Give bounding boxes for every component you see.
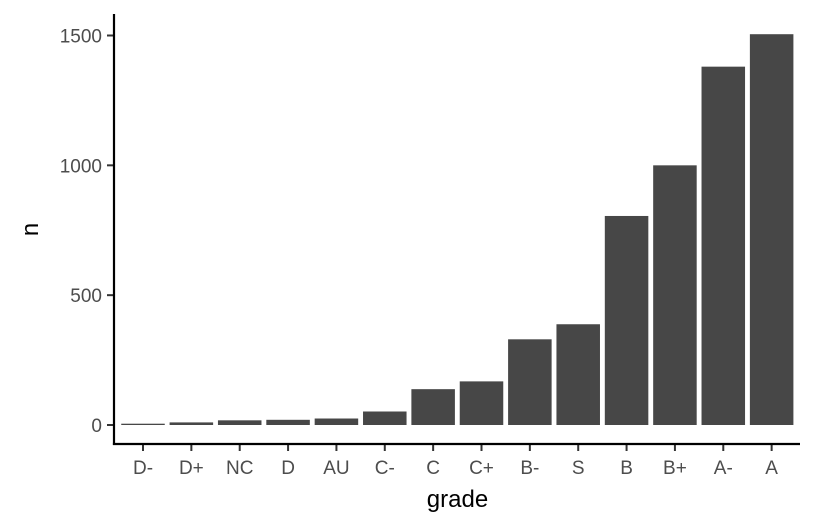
x-tick-label: D (281, 458, 295, 479)
y-tick-label: 1000 (60, 156, 102, 177)
x-tick-label: C+ (469, 458, 494, 479)
x-tick-label: AU (323, 458, 349, 479)
x-tick-label: C- (375, 458, 395, 479)
x-axis-ticks: D- D+ NC D AU C- C C+ B- S B B+ A- A (133, 444, 778, 479)
x-tick-label: B- (520, 458, 539, 479)
bar (701, 66, 746, 425)
x-tick-label: B+ (663, 458, 687, 479)
bar (266, 419, 310, 425)
bars (121, 34, 794, 426)
x-tick-label: A (765, 458, 778, 479)
x-axis-title: grade (427, 486, 488, 513)
x-tick-label: D+ (179, 458, 204, 479)
bar (508, 339, 552, 425)
bar (314, 418, 359, 425)
y-axis-ticks: 0 500 1000 1500 (60, 27, 114, 437)
bar (556, 324, 600, 425)
y-tick-label: 500 (70, 286, 102, 307)
bar (217, 420, 262, 425)
x-tick-label: B (620, 458, 633, 479)
bar (749, 34, 794, 426)
bar (121, 423, 165, 425)
x-tick-label: C (426, 458, 440, 479)
x-tick-label: NC (226, 458, 253, 479)
bar (653, 165, 697, 426)
y-tick-label: 1500 (60, 27, 102, 48)
x-tick-label: S (572, 458, 585, 479)
y-axis-title: n (17, 223, 44, 236)
x-tick-label: A- (714, 458, 733, 479)
bar (169, 422, 214, 425)
bar (411, 389, 455, 425)
y-tick-label: 0 (91, 416, 102, 437)
bar (363, 411, 407, 425)
bar (604, 215, 649, 425)
bar (459, 381, 504, 425)
x-tick-label: D- (133, 458, 153, 479)
